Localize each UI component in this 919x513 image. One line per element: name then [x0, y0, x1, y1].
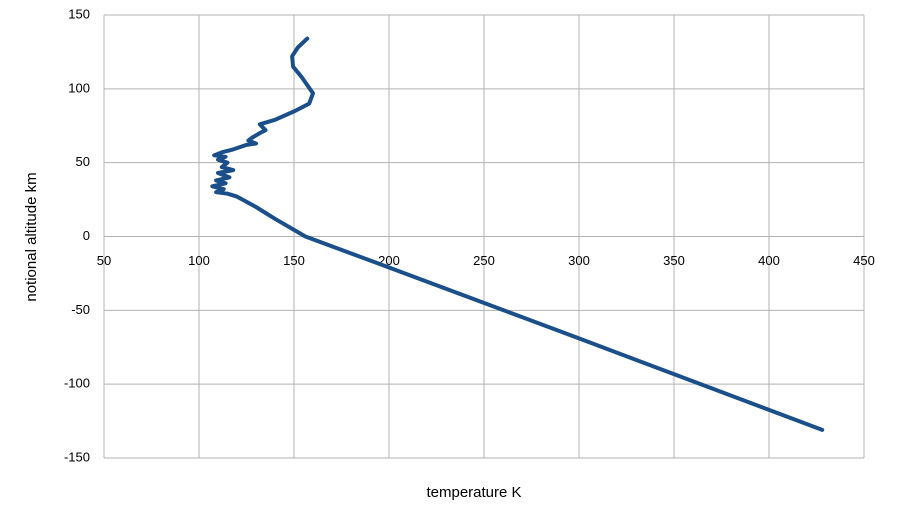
x-tick-label: 400: [758, 253, 780, 268]
x-axis-label: temperature K: [426, 484, 521, 501]
x-tick-label: 250: [473, 253, 495, 268]
x-tick-label: 100: [188, 253, 210, 268]
y-tick-label: 50: [76, 154, 90, 169]
x-tick-label: 350: [663, 253, 685, 268]
y-tick-label: 150: [68, 6, 90, 21]
y-tick-label: 100: [68, 80, 90, 95]
data-line: [210, 36, 825, 432]
y-tick-label: 0: [83, 228, 90, 243]
y-tick-label: -150: [64, 449, 90, 464]
y-axis-label: notional altitude km: [23, 172, 40, 301]
x-tick-label: 300: [568, 253, 590, 268]
x-tick-label: 450: [853, 253, 875, 268]
y-tick-label: -100: [64, 376, 90, 391]
x-tick-label: 50: [97, 253, 111, 268]
y-tick-label: -50: [71, 302, 90, 317]
x-tick-label: 150: [283, 253, 305, 268]
